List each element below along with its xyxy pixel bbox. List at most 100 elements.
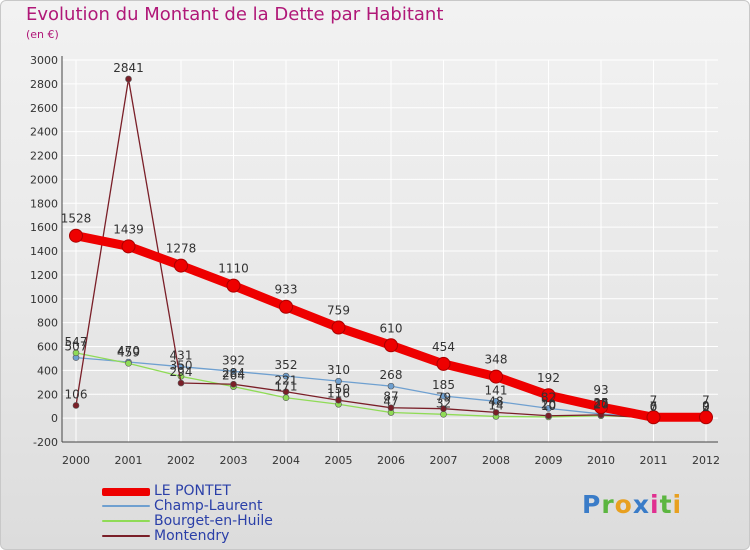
data-label-le-pontet: 1528 bbox=[61, 212, 92, 226]
data-label-montendry: 150 bbox=[327, 382, 350, 396]
data-point-bourget-en-huile[interactable] bbox=[72, 349, 80, 357]
axes bbox=[61, 56, 718, 443]
y-tick-label: 0 bbox=[51, 412, 58, 425]
data-point-montendry[interactable] bbox=[335, 396, 342, 404]
legend-swatch-champ-laurent bbox=[102, 505, 150, 507]
x-tick-label: 2005 bbox=[325, 454, 353, 467]
data-point-montendry[interactable] bbox=[282, 388, 290, 396]
data-label-champ-laurent: 268 bbox=[380, 368, 403, 382]
x-tick-label: 2012 bbox=[692, 454, 720, 467]
data-label-bourget-en-huile: 547 bbox=[65, 335, 88, 349]
data-label-bourget-en-huile: 171 bbox=[275, 380, 298, 394]
data-point-montendry[interactable] bbox=[230, 380, 237, 388]
data-point-montendry[interactable] bbox=[492, 409, 500, 416]
data-point-champ-laurent[interactable] bbox=[492, 397, 500, 405]
data-label-montendry: 294 bbox=[170, 365, 193, 379]
y-tick-label: 2600 bbox=[30, 102, 58, 115]
data-point-le-pontet[interactable] bbox=[69, 228, 83, 243]
data-point-le-pontet[interactable] bbox=[174, 258, 188, 273]
x-tick-label: 2008 bbox=[482, 454, 510, 467]
data-point-le-pontet[interactable] bbox=[594, 400, 608, 415]
data-label-champ-laurent: 470 bbox=[117, 344, 140, 358]
data-label-champ-laurent: 7 bbox=[650, 399, 658, 413]
data-label-bourget-en-huile: 264 bbox=[222, 369, 245, 383]
data-label-montendry: 48 bbox=[488, 394, 503, 408]
data-point-champ-laurent[interactable] bbox=[387, 382, 395, 390]
data-label-montendry: 106 bbox=[65, 387, 88, 401]
data-point-le-pontet[interactable] bbox=[384, 338, 398, 353]
data-point-le-pontet[interactable] bbox=[331, 320, 346, 335]
data-point-le-pontet[interactable] bbox=[489, 369, 503, 384]
data-label-bourget-en-huile: 14 bbox=[488, 398, 503, 412]
y-tick-label: 2000 bbox=[30, 173, 58, 186]
series-lines bbox=[69, 75, 713, 425]
data-point-champ-laurent[interactable] bbox=[230, 368, 237, 375]
y-tick-label: 3000 bbox=[30, 54, 58, 67]
data-label-champ-laurent: 9 bbox=[702, 399, 710, 413]
x-tick-label: 2001 bbox=[115, 454, 143, 467]
data-point-le-pontet[interactable] bbox=[226, 278, 241, 293]
data-point-montendry[interactable] bbox=[545, 412, 552, 420]
legend-label-champ-laurent: Champ-Laurent bbox=[154, 498, 263, 514]
data-point-le-pontet[interactable] bbox=[121, 239, 136, 254]
y-tick-label: 2800 bbox=[30, 78, 58, 91]
data-point-le-pontet[interactable] bbox=[646, 410, 661, 425]
x-tick-label: 2011 bbox=[640, 454, 668, 467]
y-tick-label: 200 bbox=[37, 388, 58, 401]
data-point-montendry[interactable] bbox=[125, 75, 132, 83]
y-tick-label: 1600 bbox=[30, 221, 58, 234]
legend-swatch-le-pontet bbox=[102, 488, 150, 496]
x-tick-label: 2010 bbox=[587, 454, 615, 467]
data-point-le-pontet[interactable] bbox=[541, 388, 556, 403]
data-label-champ-laurent: 352 bbox=[275, 358, 298, 372]
data-label-le-pontet: 933 bbox=[275, 283, 298, 297]
x-tick-labels: 2000 2001 2002 2003 2004 2005 2006 2007 2008 2009… bbox=[62, 454, 720, 467]
y-tick-label: 1000 bbox=[30, 293, 58, 306]
data-label-bourget-en-huile: 116 bbox=[327, 386, 350, 400]
data-label-montendry: 20 bbox=[541, 398, 556, 412]
data-point-montendry[interactable] bbox=[177, 379, 185, 387]
legend-swatch-montendry bbox=[102, 535, 150, 537]
x-tick-label: 2009 bbox=[535, 454, 563, 467]
data-label-bourget-en-huile: 47 bbox=[383, 395, 398, 409]
data-label-bourget-en-huile: 32 bbox=[436, 396, 451, 410]
data-point-bourget-en-huile[interactable] bbox=[440, 411, 447, 418]
y-tick-label: 600 bbox=[37, 341, 58, 354]
data-label-bourget-en-huile: 350 bbox=[170, 358, 193, 372]
data-point-champ-laurent[interactable] bbox=[545, 405, 552, 412]
chart-title: Evolution du Montant de la Dette par Hab… bbox=[26, 4, 444, 25]
y-tick-label: 1400 bbox=[30, 245, 58, 258]
data-point-champ-laurent[interactable] bbox=[282, 372, 290, 380]
data-point-montendry[interactable] bbox=[72, 402, 80, 409]
data-label-champ-laurent: 431 bbox=[170, 349, 193, 363]
y-tick-label: 400 bbox=[37, 364, 58, 377]
data-point-champ-laurent[interactable] bbox=[440, 392, 447, 400]
data-label-le-pontet: 759 bbox=[327, 304, 350, 318]
data-label-champ-laurent: 35 bbox=[593, 396, 608, 410]
data-point-le-pontet[interactable] bbox=[699, 410, 713, 425]
data-point-le-pontet[interactable] bbox=[279, 299, 293, 314]
data-label-champ-laurent: 392 bbox=[222, 353, 245, 367]
data-point-montendry[interactable] bbox=[387, 404, 395, 412]
data-label-montendry: 284 bbox=[222, 366, 245, 380]
y-tick-label: 1200 bbox=[30, 269, 58, 282]
data-label-montendry: 87 bbox=[383, 390, 398, 404]
data-label-le-pontet: 1439 bbox=[113, 222, 144, 236]
data-label-le-pontet: 1278 bbox=[166, 242, 197, 256]
data-label-le-pontet: 610 bbox=[380, 321, 403, 335]
data-point-bourget-en-huile[interactable] bbox=[125, 360, 132, 367]
data-point-bourget-en-huile[interactable] bbox=[282, 394, 290, 402]
data-label-champ-laurent: 82 bbox=[541, 390, 556, 404]
data-label-montendry: 79 bbox=[436, 391, 451, 405]
data-label-montendry: 27 bbox=[593, 397, 608, 411]
data-point-montendry[interactable] bbox=[440, 405, 447, 412]
data-point-le-pontet[interactable] bbox=[436, 356, 451, 371]
data-label-le-pontet: 7 bbox=[702, 393, 710, 407]
y-tick-label: 800 bbox=[37, 317, 58, 330]
x-tick-label: 2003 bbox=[220, 454, 248, 467]
y-tick-label: 2200 bbox=[30, 150, 58, 163]
data-label-montendry: 0 bbox=[650, 400, 658, 414]
data-point-champ-laurent[interactable] bbox=[335, 377, 342, 385]
data-label-le-pontet: 348 bbox=[485, 353, 508, 367]
